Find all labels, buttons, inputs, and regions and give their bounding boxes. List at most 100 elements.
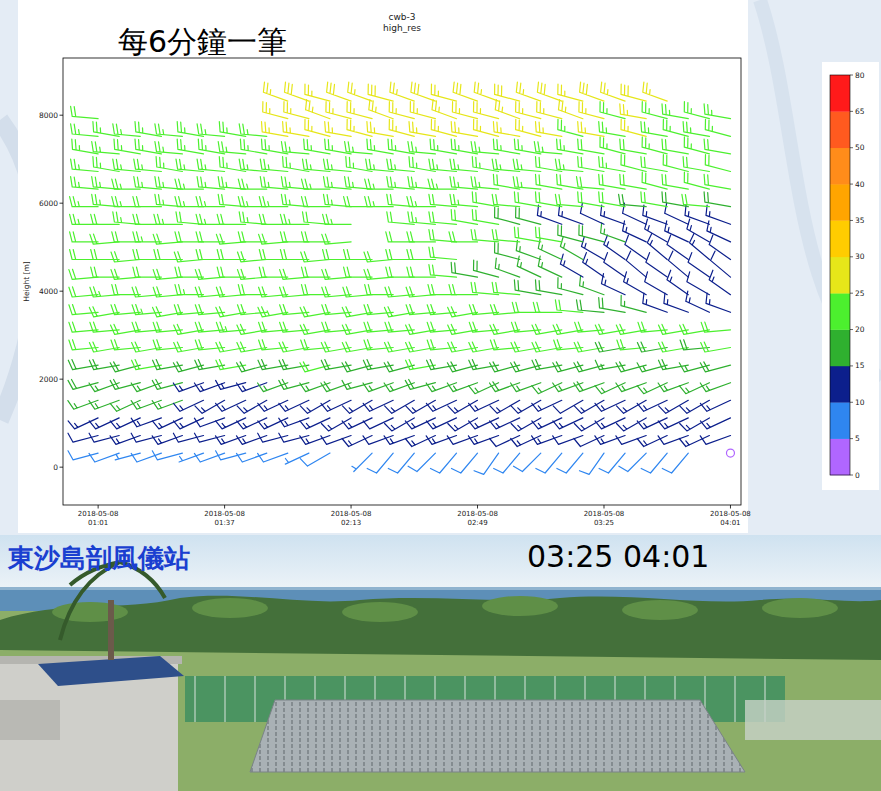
wind-barb <box>70 250 99 260</box>
wind-barb <box>431 119 456 136</box>
wind-barb <box>623 221 647 242</box>
wind-barb <box>512 302 541 312</box>
wind-barb <box>194 383 224 392</box>
x-tick-label-line: 02:49 <box>467 519 487 527</box>
wind-barb <box>494 453 520 473</box>
wind-barb <box>704 139 730 154</box>
x-tick-label-line: 01:01 <box>88 519 108 527</box>
x-tick-label: 2018-05-0803:25 <box>584 510 625 527</box>
wind-barb <box>517 256 541 277</box>
colorbar-tick <box>850 329 853 330</box>
colorbar-tick-label: 40 <box>855 180 865 189</box>
wind-barb <box>89 307 119 317</box>
wind-barb <box>707 221 731 242</box>
wind-barb <box>641 192 667 207</box>
wind-barb <box>347 102 372 119</box>
wind-barb <box>68 380 98 390</box>
wind-barb <box>558 278 583 295</box>
wind-barb <box>388 453 414 473</box>
wind-barb <box>595 342 625 352</box>
wind-barb <box>176 212 204 224</box>
wind-barb <box>89 453 119 462</box>
x-tick-label: 2018-05-0801:01 <box>78 510 119 527</box>
x-tick-label-line: 2018-05-08 <box>204 510 245 518</box>
colorbar-tick <box>850 365 853 366</box>
wind-barb <box>111 324 141 334</box>
x-tick <box>730 505 731 509</box>
wind-barb <box>258 418 288 429</box>
wind-barb <box>428 179 457 189</box>
y-tick-label: 8000 <box>39 111 58 120</box>
wind-barb <box>322 269 351 279</box>
wind-barb <box>133 250 162 260</box>
wind-barb <box>70 197 99 207</box>
wind-barb <box>154 250 183 260</box>
colorbar-tick-label: 35 <box>855 216 865 225</box>
wind-barb <box>449 232 478 242</box>
wind-barb <box>365 197 394 207</box>
wind-barb <box>110 418 140 429</box>
wind-barb <box>408 177 436 189</box>
y-axis-title: Height [m] <box>22 261 31 301</box>
photo-ground <box>0 535 881 791</box>
wind-barb <box>90 234 119 244</box>
wind-barb <box>705 155 730 172</box>
wind-barb <box>405 380 435 390</box>
wind-barb <box>385 307 415 317</box>
wind-barb <box>599 174 625 189</box>
wind-barb <box>173 362 203 372</box>
calm-circle <box>726 449 734 457</box>
wind-barb <box>574 418 604 431</box>
wind-barb <box>367 139 393 154</box>
wind-barb <box>342 307 372 317</box>
wind-barb <box>131 453 161 462</box>
wind-barb <box>196 232 225 242</box>
photo-antenna-array <box>250 700 745 772</box>
colorbar-segment <box>830 111 850 148</box>
wind-barb <box>344 267 373 277</box>
photo-foliage <box>52 602 128 622</box>
wind-barb <box>237 400 267 413</box>
wind-barb <box>663 119 688 136</box>
colorbar-segment <box>830 257 850 294</box>
wind-barb <box>385 400 415 413</box>
wind-barb <box>237 436 267 445</box>
colorbar-tick-label: 50 <box>855 143 865 152</box>
chart-subtitle: high_res <box>383 23 421 33</box>
wind-barb <box>406 287 435 297</box>
wind-barb <box>258 383 288 392</box>
wind-barb <box>407 267 436 277</box>
wind-barb <box>347 119 372 136</box>
wind-barb <box>195 433 225 442</box>
wind-barb <box>580 276 604 295</box>
wind-barb <box>115 453 140 460</box>
wind-barb <box>578 122 604 137</box>
wind-barb <box>174 324 204 334</box>
wind-barb <box>91 267 120 277</box>
wind-barb <box>516 119 541 136</box>
wind-barb <box>643 205 667 224</box>
wind-barb <box>258 307 288 317</box>
wind-barb <box>558 119 583 136</box>
colorbar-segment <box>830 184 850 221</box>
wind-barb <box>709 235 730 260</box>
x-tick-label: 2018-05-0801:37 <box>204 510 245 527</box>
wind-barb <box>538 256 562 277</box>
y-tick-label: 2000 <box>39 375 58 384</box>
wind-barb <box>259 250 288 260</box>
wind-barb <box>643 82 667 101</box>
wind-barb <box>92 194 120 206</box>
wind-barb <box>700 400 730 411</box>
wind-barb <box>700 436 730 445</box>
wind-barb <box>238 269 267 279</box>
wind-barb <box>280 287 309 297</box>
wind-barb <box>133 197 162 207</box>
y-tick <box>60 203 64 204</box>
wind-barb <box>664 293 688 312</box>
wind-barb <box>616 324 646 334</box>
wind-barb <box>626 251 646 277</box>
wind-barb <box>304 139 330 154</box>
wind-barb <box>196 214 225 224</box>
wind-barb <box>89 342 119 352</box>
wind-barb <box>701 322 730 332</box>
